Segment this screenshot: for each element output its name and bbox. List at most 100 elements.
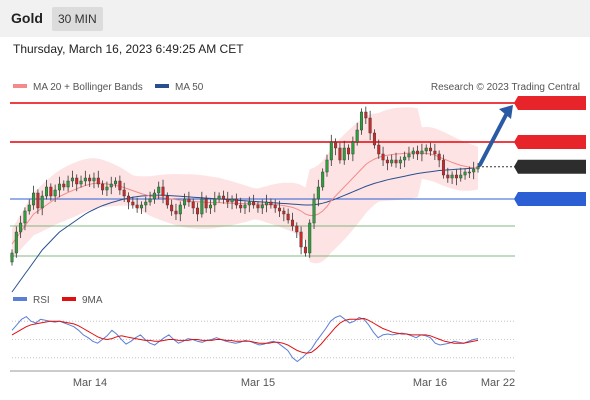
candle-body (321, 171, 325, 188)
candle-body (377, 144, 381, 155)
ma20-legend-swatch (13, 84, 27, 88)
ma20-legend-label: MA 20 + Bollinger Bands (33, 82, 143, 93)
candle-body (144, 201, 148, 206)
candle-body (450, 174, 454, 179)
candle-body (433, 150, 437, 155)
candle-body (360, 111, 363, 131)
candle-body (463, 171, 467, 176)
candle-body (308, 222, 312, 254)
rsi-legend-swatch (13, 297, 27, 301)
candlesticks (10, 106, 480, 266)
candle-body (252, 201, 256, 206)
candle-body (368, 117, 372, 134)
candle-body (57, 183, 61, 191)
candle-body (27, 204, 31, 212)
level-tag (514, 192, 586, 206)
x-axis: Mar 14 Mar 15 Mar 16 Mar 22 (10, 370, 515, 389)
candle-body (273, 204, 277, 209)
candle-body (109, 183, 113, 188)
candle-body (260, 204, 264, 209)
candle-body (441, 159, 445, 176)
chart-datetime: Thursday, March 16, 2023 6:49:25 AM CET (13, 42, 244, 56)
rsi-ma-legend-swatch (62, 297, 76, 301)
forecast-arrow (478, 105, 513, 167)
candle-body (122, 189, 126, 197)
timeframe-badge[interactable]: 30 MIN (52, 7, 103, 31)
candle-body (208, 204, 212, 209)
candle-body (407, 153, 411, 158)
candle-body (105, 186, 109, 191)
candle-body (454, 174, 458, 179)
rsi-panel (11, 315, 515, 363)
candle-body (75, 177, 79, 185)
symbol-title: Gold (11, 10, 43, 26)
candle-body (295, 225, 299, 233)
candle-body (96, 177, 100, 185)
candle-body (148, 198, 152, 203)
x-tick-label: Mar 15 (241, 377, 275, 389)
candle-body (45, 186, 49, 197)
candle-body (213, 198, 217, 206)
candle-body (10, 252, 14, 263)
bollinger-band-fill (12, 107, 478, 264)
candle-body (364, 111, 368, 119)
x-tick-label: Mar 16 (413, 377, 447, 389)
candle-body (256, 204, 260, 209)
candle-body (234, 198, 238, 206)
candle-body (88, 177, 92, 182)
candle-body (157, 186, 161, 194)
candle-body (139, 204, 143, 209)
candle-body (114, 180, 118, 185)
candle-body (40, 195, 44, 209)
candle-body (101, 183, 105, 191)
candle-body (467, 171, 471, 174)
candle-body (161, 186, 165, 197)
forecast-arrow-shaft (478, 111, 509, 167)
price-levels (10, 102, 515, 257)
candle-body (83, 177, 87, 182)
candle-body (325, 159, 329, 173)
ma50-legend-swatch (155, 84, 169, 88)
level-tag (514, 96, 586, 110)
rsi-ma-line (11, 317, 479, 354)
candle-body (303, 246, 307, 254)
candle-body (92, 177, 96, 182)
candle-body (170, 204, 174, 212)
candle-body (290, 219, 294, 227)
candle-body (174, 210, 178, 215)
candle-body (230, 198, 234, 203)
candle-body (32, 192, 36, 206)
candle-body (247, 201, 251, 206)
rsi-ma-legend-label: 9MA (82, 295, 103, 306)
candle-body (476, 166, 480, 170)
level-tags (514, 96, 586, 206)
copyright-text: Research © 2023 Trading Central (431, 82, 580, 93)
candle-body (217, 195, 221, 200)
candle-body (221, 195, 225, 200)
candle-body (243, 204, 247, 209)
candle-body (394, 159, 398, 164)
candle-body (278, 207, 282, 212)
chart-header: Gold 30 MIN (0, 0, 590, 37)
candle-body (342, 147, 346, 161)
rsi-line (11, 315, 479, 363)
candle-body (459, 174, 463, 179)
candle-body (200, 198, 204, 215)
rsi-legend-label: RSI (33, 295, 50, 306)
ma50-line (11, 167, 479, 293)
candle-body (165, 195, 169, 206)
candle-body (127, 195, 130, 203)
level-tag (514, 135, 586, 149)
candle-body (62, 183, 66, 188)
candle-body (66, 180, 70, 188)
candle-body (282, 210, 286, 215)
x-tick-label: Mar 14 (73, 377, 107, 389)
candle-body (472, 168, 476, 173)
candle-body (398, 159, 402, 164)
candle-body (183, 198, 187, 206)
candle-body (118, 180, 122, 191)
x-tick-label: Mar 22 (481, 377, 515, 389)
candle-body (53, 189, 57, 197)
candle-body (372, 132, 376, 146)
